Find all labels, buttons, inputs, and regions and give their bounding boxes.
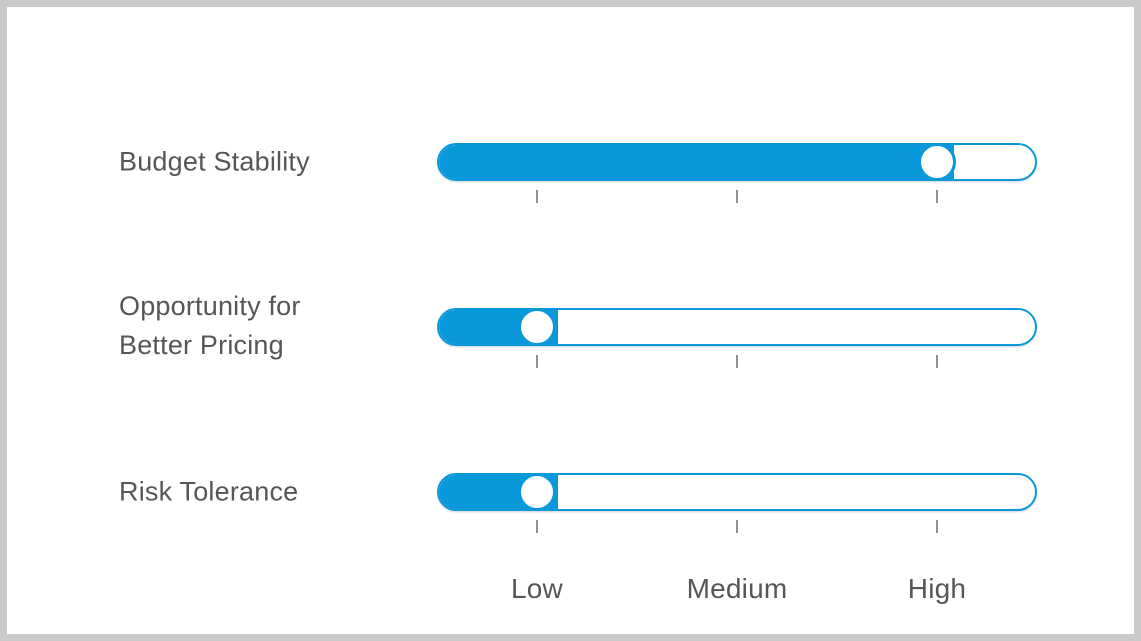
tick-high — [936, 355, 938, 368]
scale-label-low: Low — [511, 573, 563, 604]
slider-label-budget-stability: Budget Stability — [119, 146, 310, 177]
slider-fill — [439, 145, 955, 179]
slider-thumb[interactable] — [518, 473, 557, 511]
tick-low — [536, 190, 538, 203]
tick-high — [936, 190, 938, 203]
slider-opportunity-for-better-pricing — [437, 308, 1037, 368]
tick-medium — [736, 520, 738, 533]
slider-thumb[interactable] — [917, 143, 956, 181]
tick-medium — [736, 355, 738, 368]
slider-label-risk-tolerance: Risk Tolerance — [119, 476, 299, 507]
tick-low — [536, 520, 538, 533]
scale-label-high: High — [907, 573, 967, 604]
tick-low — [536, 355, 538, 368]
tick-medium — [736, 190, 738, 203]
scale-label-medium: Medium — [686, 573, 788, 604]
tick-high — [936, 520, 938, 533]
slider-label-opportunity-for-better-pricing: Opportunity for Better Pricing — [119, 291, 301, 360]
slider-thumb[interactable] — [518, 308, 557, 346]
slider-risk-tolerance — [437, 473, 1037, 533]
slider-budget-stability — [437, 143, 1037, 203]
scale-labels: Low Medium High — [437, 573, 1037, 607]
